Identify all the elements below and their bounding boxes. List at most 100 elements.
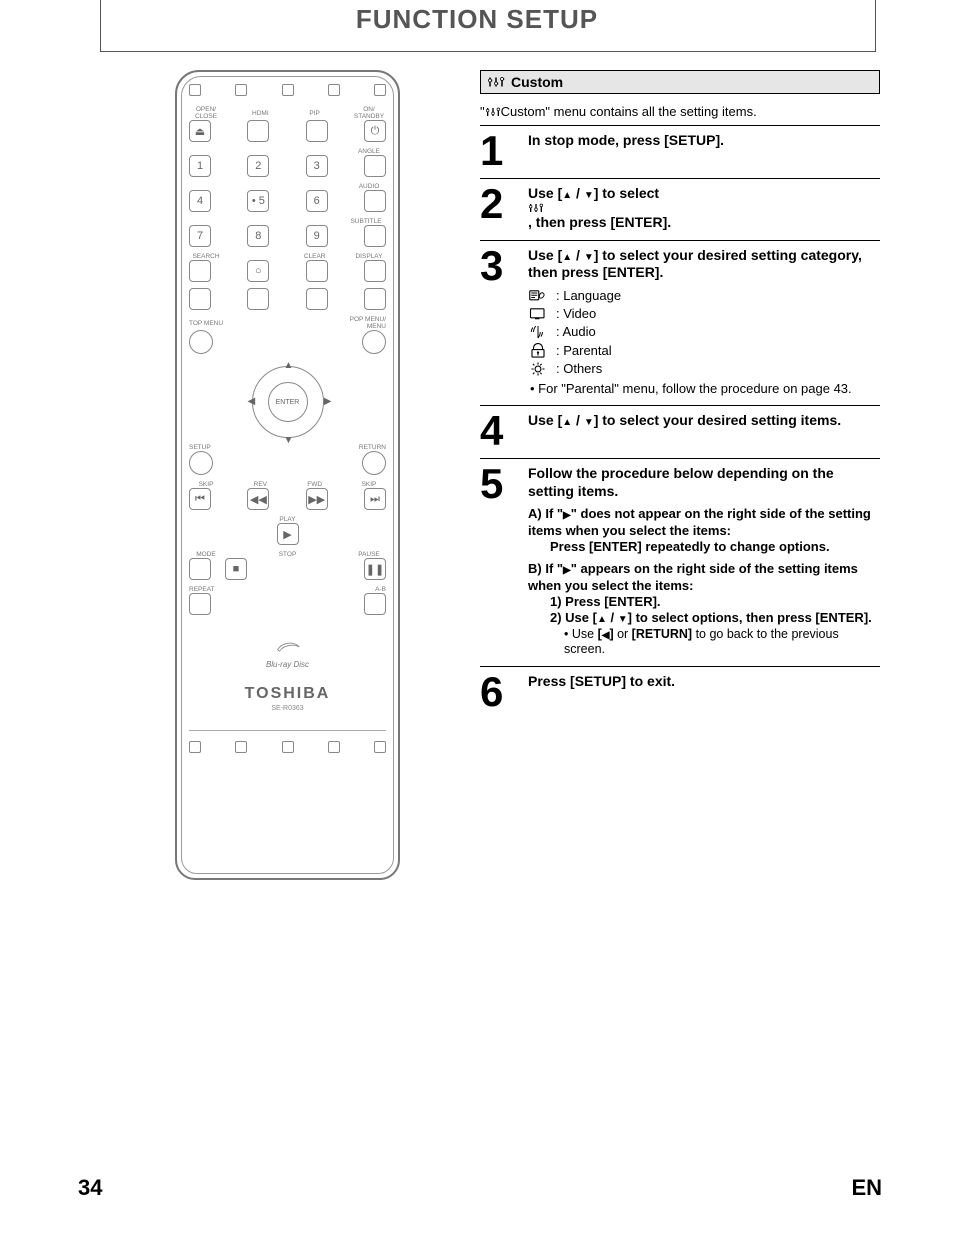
step-5-title: Follow the procedure below depending on … xyxy=(528,465,880,500)
btn-4: 4 xyxy=(189,190,211,212)
label-search: SEARCH xyxy=(189,253,223,260)
btn-2: 2 xyxy=(247,155,269,177)
custom-icon xyxy=(485,106,501,118)
remote-menu-buttons xyxy=(189,330,386,354)
label-open-close: OPEN/ CLOSE xyxy=(189,106,223,120)
btn-standby: ⏻ xyxy=(364,120,386,142)
remote-msp-labels: MODE STOP PAUSE xyxy=(189,551,386,558)
label-hdmi: HDMI xyxy=(243,110,277,117)
dot xyxy=(282,741,294,753)
page-title: FUNCTION SETUP xyxy=(0,4,954,35)
label-pause: PAUSE xyxy=(352,551,386,558)
parental-icon xyxy=(528,343,548,359)
btn-ab xyxy=(364,593,386,615)
cat-others-label: : Others xyxy=(556,361,602,377)
step-2: 2 Use [ / ] to select , then press [ENTE… xyxy=(480,179,880,241)
up-icon xyxy=(562,412,572,428)
intro-text: " Custom" menu contains all the setting … xyxy=(480,104,880,119)
label-subtitle: SUBTITLE xyxy=(346,218,386,225)
t: A) If " xyxy=(528,506,563,521)
label-topmenu: TOP MENU xyxy=(189,320,239,327)
btn-blank xyxy=(189,288,211,310)
remote-menu-labels: TOP MENU POP MENU/ MENU xyxy=(189,316,386,330)
remote-label-row-1: OPEN/ CLOSE HDMI PIP ON/ STANDBY xyxy=(189,106,386,120)
dpad-up-icon: ▲ xyxy=(284,360,294,371)
label-setup: SETUP xyxy=(189,444,223,451)
t: , then press [ENTER]. xyxy=(528,214,671,230)
remote-numpad-1: 1 2 3 xyxy=(189,155,386,177)
cat-audio-label: : Audio xyxy=(556,324,596,340)
t: Use [ xyxy=(528,412,562,428)
label-return: RETURN xyxy=(346,444,386,451)
btn-blank xyxy=(364,288,386,310)
t: 2) Use [ xyxy=(550,610,597,625)
custom-icon xyxy=(528,202,880,214)
remote-numpad-2: 4 • 5 6 xyxy=(189,190,386,212)
remote-repeat-labels: REPEAT A-B xyxy=(189,586,386,593)
label-pip: PIP xyxy=(298,110,332,117)
btn-pause: ❚❚ xyxy=(364,558,386,580)
step-number: 6 xyxy=(480,673,514,711)
t: ] to select your desired setting items. xyxy=(594,412,841,428)
remote-bottom-dots xyxy=(189,741,386,753)
btn-0: ○ xyxy=(247,260,269,282)
step-5b-2: 2) Use [ / ] to select options, then pre… xyxy=(528,610,880,627)
label-play: PLAY xyxy=(271,516,305,523)
section-heading-text: Custom xyxy=(511,74,563,90)
btn-enter: ENTER xyxy=(268,382,308,422)
dpad: ENTER ▲ ▼ ◀ ▶ xyxy=(228,358,348,444)
btn-clear xyxy=(306,260,328,282)
step-6-title: Press [SETUP] to exit. xyxy=(528,673,675,689)
up-icon xyxy=(562,247,572,263)
btn-rev: ◀◀ xyxy=(247,488,269,510)
step-5b-1: 1) Press [ENTER]. xyxy=(528,594,880,610)
remote-content: OPEN/ CLOSE HDMI PIP ON/ STANDBY ⏏ ⏻ ANG… xyxy=(189,84,386,866)
step-3: 3 Use [ / ] to select your desired setti… xyxy=(480,241,880,407)
btn-5: • 5 xyxy=(247,190,269,212)
remote-search-row: ○ xyxy=(189,260,386,282)
btn-subtitle xyxy=(364,225,386,247)
step-3-note: • For "Parental" menu, follow the proced… xyxy=(528,381,880,397)
down-icon xyxy=(584,185,594,201)
step-number: 5 xyxy=(480,465,514,658)
remote-msp: ■ ❚❚ xyxy=(189,558,386,580)
dpad-down-icon: ▼ xyxy=(284,435,294,446)
btn-hdmi xyxy=(247,120,269,142)
up-icon xyxy=(562,185,572,201)
dot xyxy=(328,741,340,753)
remote-subtitle-row: SUBTITLE xyxy=(189,218,386,225)
btn-blank xyxy=(247,288,269,310)
down-icon xyxy=(584,247,594,263)
t: or xyxy=(614,627,632,641)
dot xyxy=(189,84,201,96)
up-icon xyxy=(597,610,607,625)
step-number: 1 xyxy=(480,132,514,170)
t: " does not appear on the right side of t… xyxy=(528,506,871,538)
t: B) If " xyxy=(528,561,563,576)
step-2-title: Use [ / ] to select , then press [ENTER]… xyxy=(528,185,880,231)
btn-6: 6 xyxy=(306,190,328,212)
t: " appears on the right side of the setti… xyxy=(528,561,858,593)
cat-audio: : Audio xyxy=(528,324,880,340)
down-icon xyxy=(618,610,628,625)
t: ] to select options, then press [ENTER]. xyxy=(628,610,872,625)
label-repeat: REPEAT xyxy=(189,586,229,593)
remote-play: ▶ xyxy=(189,523,386,545)
right-icon xyxy=(563,561,571,576)
remote-repeat xyxy=(189,593,386,615)
cat-language-label: : Language xyxy=(556,288,621,304)
t: [RETURN] xyxy=(632,627,692,641)
btn-return xyxy=(362,451,386,475)
bluray-text: Blu-ray Disc xyxy=(189,660,386,669)
step-5b: B) If "" appears on the right side of th… xyxy=(528,561,880,658)
remote-transport-labels: SKIP REV FWD SKIP xyxy=(189,481,386,488)
left-icon xyxy=(602,627,610,641)
remote-blank-row xyxy=(189,288,386,310)
label-ab: A-B xyxy=(352,586,386,593)
label-mode: MODE xyxy=(189,551,223,558)
page: FUNCTION SETUP OPEN/ CLOSE HDMI PIP ON/ … xyxy=(0,0,954,1235)
label-angle: ANGLE xyxy=(352,148,386,155)
dot xyxy=(235,84,247,96)
t: / xyxy=(572,247,584,263)
t: Use [ xyxy=(528,185,562,201)
